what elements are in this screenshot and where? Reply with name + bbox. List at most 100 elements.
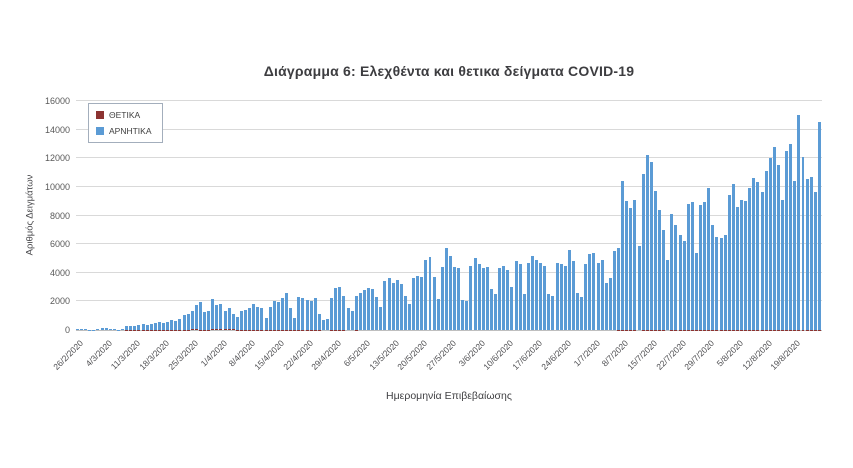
- negative-bar: [367, 288, 370, 330]
- bar-day-19: [153, 101, 157, 330]
- negative-bar: [694, 252, 698, 330]
- negative-bar: [785, 150, 789, 330]
- y-tick-label: 8000: [49, 210, 70, 221]
- bar-day-13: [129, 101, 133, 330]
- negative-bar: [190, 310, 194, 330]
- bar-day-28: [190, 101, 194, 330]
- bar-day-72: [371, 101, 375, 330]
- y-tick-label: 2000: [49, 296, 70, 307]
- bar-day-145: [670, 101, 674, 330]
- bar-day-140: [649, 101, 653, 330]
- bar-day-63: [334, 101, 338, 330]
- bar-day-81: [408, 101, 411, 330]
- negative-bar: [772, 146, 776, 330]
- bar-day-158: [723, 101, 727, 330]
- negative-bar: [514, 261, 518, 330]
- bar-day-103: [498, 101, 502, 330]
- bar-day-66: [346, 101, 350, 330]
- negative-bar: [686, 203, 690, 330]
- bar-day-73: [375, 101, 379, 330]
- negative-bar: [735, 206, 739, 330]
- x-tick-label: 15/7/2020: [625, 338, 659, 372]
- negative-bar: [723, 235, 727, 330]
- bar-day-53: [293, 101, 297, 330]
- negative-bar: [162, 322, 166, 330]
- gridline: [76, 128, 822, 130]
- bar-day-35: [219, 101, 223, 330]
- negative-bar: [744, 201, 748, 330]
- negative-bar: [121, 329, 125, 330]
- negative-bar: [379, 307, 383, 330]
- negative-bar: [764, 170, 768, 330]
- bar-day-47: [268, 101, 272, 330]
- negative-bar: [678, 235, 682, 330]
- negative-bar: [477, 264, 481, 330]
- bar-day-121: [571, 101, 575, 330]
- negative-bar: [535, 259, 539, 330]
- positive-bar: [186, 329, 190, 330]
- negative-bar: [571, 261, 575, 330]
- y-tick-label: 0: [64, 325, 70, 335]
- bar-day-123: [580, 101, 584, 330]
- legend: ΘΕΤΙΚΑ ΑΡΝΗΤΙΚΑ: [88, 103, 163, 143]
- positive-bar: [239, 329, 243, 330]
- bar-day-30: [198, 101, 202, 330]
- gridline: [76, 214, 822, 216]
- bar-day-96: [469, 101, 473, 330]
- negative-bar: [317, 314, 321, 330]
- negative-bar: [555, 262, 559, 330]
- bar-day-98: [477, 101, 481, 330]
- negative-bar: [416, 275, 420, 330]
- positive-bar: [215, 329, 219, 330]
- bar-day-37: [227, 101, 231, 330]
- positive-bar: [227, 329, 231, 330]
- bar-day-141: [653, 101, 657, 330]
- bar-day-24: [174, 101, 178, 330]
- negative-bar: [80, 328, 84, 330]
- negative-bar: [186, 313, 190, 330]
- negative-bar: [96, 328, 100, 330]
- bar-day-61: [326, 101, 330, 330]
- bar-day-147: [678, 101, 682, 330]
- bar-day-146: [674, 101, 678, 330]
- bar-day-34: [215, 101, 219, 330]
- bar-day-138: [641, 101, 645, 330]
- bar-day-111: [530, 101, 534, 330]
- bar-day-114: [543, 101, 547, 330]
- bar-day-139: [645, 101, 649, 330]
- bar-day-107: [514, 101, 518, 330]
- negative-bar: [260, 308, 264, 330]
- bar-day-91: [449, 101, 452, 330]
- bar-day-8: [108, 101, 112, 330]
- bar-day-178: [805, 101, 809, 330]
- bar-day-69: [358, 101, 362, 330]
- bar-day-157: [719, 101, 723, 330]
- bar-day-71: [367, 101, 370, 330]
- bar-day-55: [301, 101, 305, 330]
- bar-day-159: [727, 101, 731, 330]
- negative-bar: [608, 278, 612, 330]
- negative-bar: [817, 122, 821, 330]
- bar-day-152: [699, 101, 703, 330]
- x-tick-label: 22/4/2020: [280, 338, 315, 372]
- negative-bar: [383, 281, 387, 330]
- negative-bar: [432, 277, 436, 330]
- negative-bar: [141, 323, 145, 330]
- negative-bar: [166, 321, 170, 330]
- negative-bar: [756, 182, 760, 330]
- y-tick-label: 14000: [44, 124, 70, 135]
- bar-day-173: [785, 101, 789, 330]
- negative-bar: [809, 176, 813, 330]
- chart-title: Διάγραμμα 6: Ελεχθέντα και θετικα δείγμα…: [263, 63, 635, 79]
- bar-day-23: [170, 101, 174, 330]
- bar-day-113: [539, 101, 543, 330]
- bar-day-109: [522, 101, 526, 330]
- x-axis-title: Ημερομηνία Επιβεβαίωσης: [386, 390, 512, 402]
- negative-bar: [645, 155, 649, 330]
- bar-day-99: [481, 101, 485, 330]
- negative-bar: [215, 305, 219, 330]
- negative-bar: [326, 318, 330, 330]
- bar-day-92: [453, 101, 457, 330]
- negative-bar: [690, 202, 694, 330]
- bar-day-80: [403, 101, 407, 330]
